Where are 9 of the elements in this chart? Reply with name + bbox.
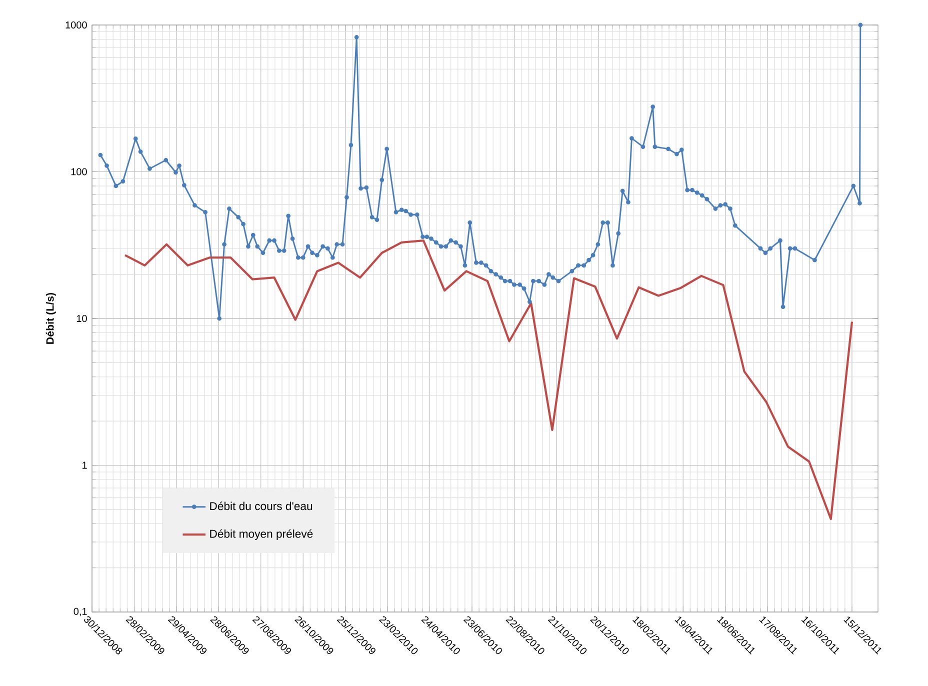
y-tick-label: 0,1 bbox=[74, 608, 87, 616]
y-tick-label: 1000 bbox=[66, 21, 87, 29]
y-tick-label: 10 bbox=[76, 314, 87, 322]
legend-label: Débit du cours d'eau bbox=[210, 502, 312, 510]
y-axis-title: Débit (L/s) bbox=[46, 292, 56, 344]
line-series bbox=[124, 239, 854, 520]
y-tick-label: 1 bbox=[82, 462, 87, 469]
y-tick-label: 100 bbox=[71, 168, 87, 176]
legend-label: Débit moyen prélevé bbox=[210, 529, 313, 540]
